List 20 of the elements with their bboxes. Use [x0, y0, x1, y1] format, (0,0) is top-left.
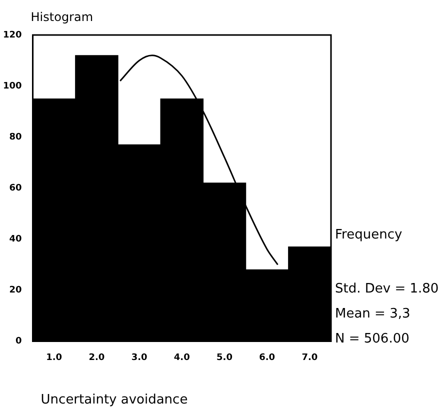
y-tick-label: 40 — [9, 234, 22, 244]
chart-title: Histogram — [30, 10, 94, 24]
x-tick-label: 7.0 — [302, 352, 318, 363]
y-tick-label: 80 — [9, 132, 22, 142]
y-tick-label: 100 — [2, 81, 22, 92]
y-axis-title: Frequency — [335, 227, 402, 242]
x-tick-label: 4.0 — [174, 352, 190, 363]
text: N = 506.00 — [335, 331, 410, 346]
text: Std. Dev = 1.80 — [335, 281, 439, 296]
y-tick-label: 60 — [9, 183, 22, 194]
x-tick-label: 5.0 — [216, 352, 232, 363]
x-tick-label: 1.0 — [46, 352, 62, 363]
x-tick-label: 2.0 — [88, 352, 105, 363]
x-axis-title: Uncertainty avoidance — [40, 392, 188, 408]
x-tick-label: 3.0 — [131, 352, 148, 363]
y-tick-label: 0 — [16, 336, 22, 347]
x-tick-label: 6.0 — [259, 352, 276, 363]
y-tick-label: 120 — [2, 30, 22, 40]
y-tick-label: 20 — [9, 286, 22, 296]
text: Mean = 3,3 — [335, 306, 410, 322]
